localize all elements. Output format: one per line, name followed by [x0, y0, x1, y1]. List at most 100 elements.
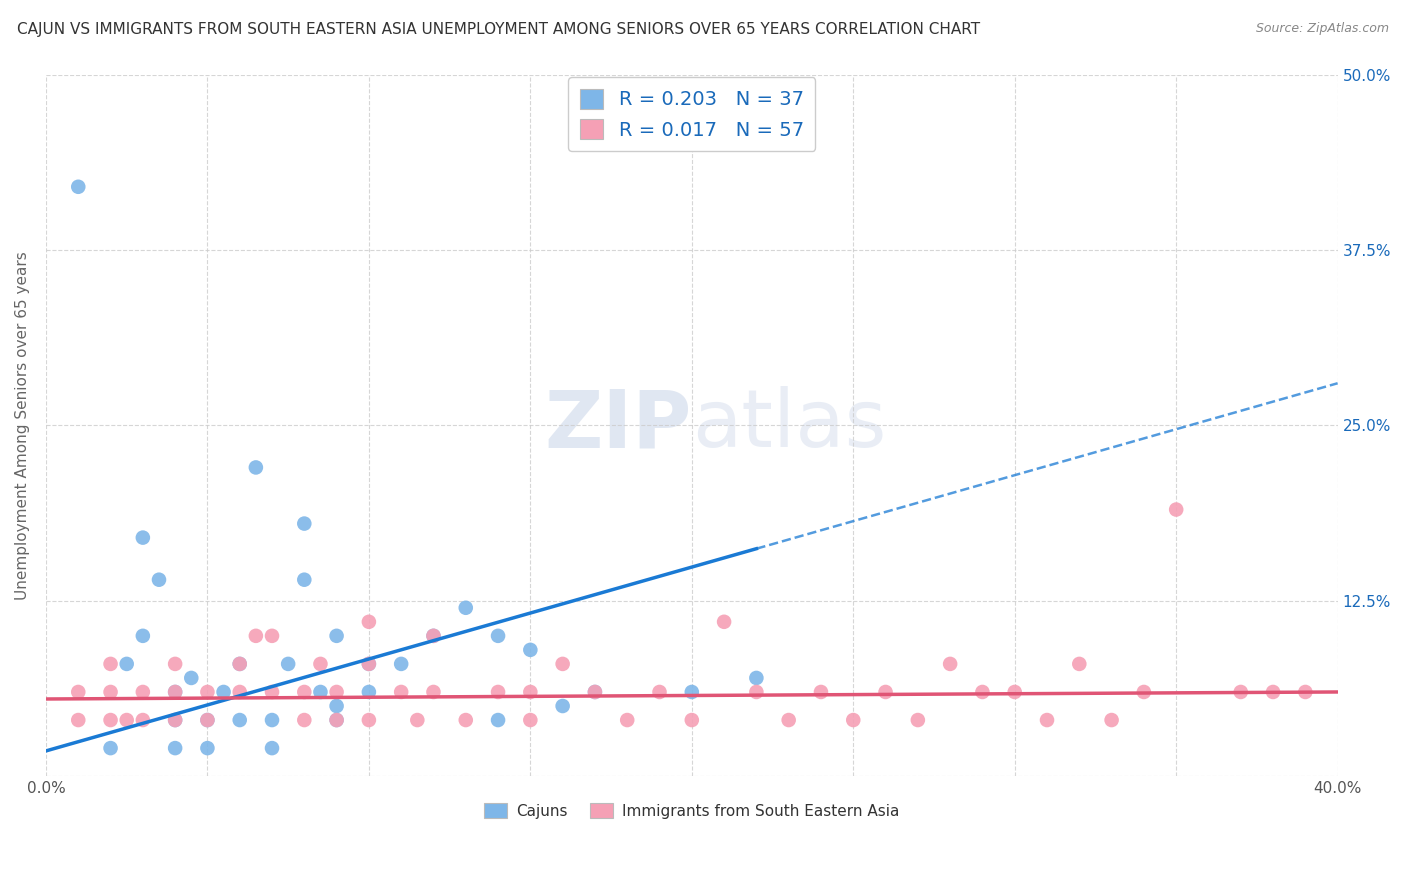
Point: [115, 713, 138, 727]
Point: [357, 657, 380, 671]
Point: [228, 657, 250, 671]
Point: [197, 713, 219, 727]
Point: [260, 685, 283, 699]
Point: [100, 741, 122, 756]
Point: [486, 713, 509, 727]
Point: [422, 629, 444, 643]
Point: [292, 713, 315, 727]
Point: [519, 685, 541, 699]
Point: [389, 685, 412, 699]
Point: [454, 600, 477, 615]
Y-axis label: Unemployment Among Seniors over 65 years: Unemployment Among Seniors over 65 years: [15, 251, 30, 599]
Point: [165, 713, 187, 727]
Point: [260, 713, 283, 727]
Point: [1166, 502, 1188, 516]
Point: [180, 671, 202, 685]
Point: [228, 685, 250, 699]
Point: [551, 657, 574, 671]
Point: [616, 713, 638, 727]
Point: [357, 615, 380, 629]
Point: [422, 685, 444, 699]
Point: [100, 713, 122, 727]
Point: [1036, 713, 1059, 727]
Point: [1133, 685, 1156, 699]
Point: [115, 657, 138, 671]
Point: [422, 629, 444, 643]
Point: [519, 713, 541, 727]
Point: [842, 713, 865, 727]
Point: [197, 685, 219, 699]
Point: [1004, 685, 1026, 699]
Point: [228, 657, 250, 671]
Point: [309, 657, 332, 671]
Point: [778, 713, 800, 727]
Point: [681, 713, 703, 727]
Point: [745, 685, 768, 699]
Text: atlas: atlas: [692, 386, 886, 465]
Point: [681, 685, 703, 699]
Point: [165, 713, 187, 727]
Point: [810, 685, 832, 699]
Point: [486, 685, 509, 699]
Point: [148, 573, 170, 587]
Point: [165, 657, 187, 671]
Point: [1261, 685, 1284, 699]
Point: [67, 179, 90, 194]
Point: [260, 741, 283, 756]
Point: [357, 685, 380, 699]
Point: [100, 657, 122, 671]
Point: [132, 713, 155, 727]
Point: [292, 573, 315, 587]
Point: [551, 698, 574, 713]
Point: [245, 460, 267, 475]
Point: [67, 713, 90, 727]
Point: [325, 629, 347, 643]
Point: [454, 713, 477, 727]
Point: [197, 741, 219, 756]
Point: [260, 629, 283, 643]
Point: [132, 531, 155, 545]
Point: [745, 671, 768, 685]
Point: [406, 713, 429, 727]
Point: [583, 685, 606, 699]
Point: [325, 698, 347, 713]
Point: [67, 685, 90, 699]
Point: [132, 629, 155, 643]
Point: [325, 713, 347, 727]
Point: [325, 713, 347, 727]
Point: [1229, 685, 1251, 699]
Point: [357, 657, 380, 671]
Point: [389, 657, 412, 671]
Point: [907, 713, 929, 727]
Point: [228, 713, 250, 727]
Point: [1294, 685, 1316, 699]
Point: [132, 685, 155, 699]
Point: [713, 615, 735, 629]
Point: [648, 685, 671, 699]
Point: [486, 629, 509, 643]
Point: [939, 657, 962, 671]
Text: CAJUN VS IMMIGRANTS FROM SOUTH EASTERN ASIA UNEMPLOYMENT AMONG SENIORS OVER 65 Y: CAJUN VS IMMIGRANTS FROM SOUTH EASTERN A…: [17, 22, 980, 37]
Point: [357, 713, 380, 727]
Point: [165, 685, 187, 699]
Point: [875, 685, 897, 699]
Point: [325, 685, 347, 699]
Point: [277, 657, 299, 671]
Point: [972, 685, 994, 699]
Point: [1069, 657, 1091, 671]
Legend: Cajuns, Immigrants from South Eastern Asia: Cajuns, Immigrants from South Eastern As…: [478, 797, 905, 825]
Point: [100, 685, 122, 699]
Point: [292, 516, 315, 531]
Point: [519, 643, 541, 657]
Text: Source: ZipAtlas.com: Source: ZipAtlas.com: [1256, 22, 1389, 36]
Point: [165, 685, 187, 699]
Text: ZIP: ZIP: [544, 386, 692, 465]
Point: [212, 685, 235, 699]
Point: [1101, 713, 1123, 727]
Point: [245, 629, 267, 643]
Point: [583, 685, 606, 699]
Point: [292, 685, 315, 699]
Point: [309, 685, 332, 699]
Point: [165, 741, 187, 756]
Point: [197, 713, 219, 727]
